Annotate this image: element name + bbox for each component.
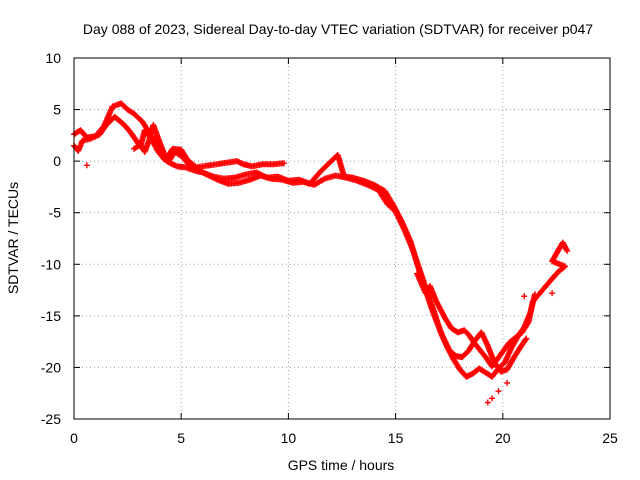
- series-isolated: [83, 162, 556, 406]
- x-tick-label: 5: [177, 430, 185, 446]
- plot-frame: [73, 57, 611, 420]
- data-point: [426, 287, 433, 294]
- y-tick-label: -15: [41, 308, 61, 324]
- data-point: [489, 395, 496, 402]
- y-axis-label: SDTVAR / TECUs: [5, 182, 21, 294]
- data-point: [521, 293, 528, 300]
- data-point: [523, 335, 530, 342]
- data-point: [281, 160, 288, 167]
- series-track-c: [131, 122, 571, 370]
- y-tick-label: 10: [45, 50, 61, 66]
- y-tick-label: -20: [41, 359, 61, 375]
- x-tick-label: 25: [602, 430, 618, 446]
- axis-ticks: [73, 57, 611, 420]
- data-point: [524, 320, 531, 327]
- series-track-b: [71, 113, 530, 375]
- data-point: [495, 388, 502, 395]
- y-tick-label: 0: [53, 153, 61, 169]
- y-tick-label: -5: [49, 205, 62, 221]
- plot-area: [71, 100, 571, 406]
- x-tick-label: 0: [70, 430, 78, 446]
- y-tick-labels: 10 5 0 -5 -10 -15 -20 -25: [41, 50, 61, 427]
- grid: [74, 58, 610, 419]
- data-point: [564, 247, 571, 254]
- data-point: [484, 399, 491, 406]
- x-tick-label: 20: [495, 430, 511, 446]
- y-tick-label: -10: [41, 256, 61, 272]
- x-axis-label: GPS time / hours: [288, 457, 395, 473]
- data-point: [549, 290, 556, 297]
- chart-title: Day 088 of 2023, Sidereal Day-to-day VTE…: [83, 21, 593, 37]
- x-tick-labels: 0 5 10 15 20 25: [70, 430, 618, 446]
- y-tick-label: -25: [41, 411, 61, 427]
- data-point: [83, 162, 90, 169]
- x-tick-label: 10: [281, 430, 297, 446]
- data-point: [522, 336, 529, 343]
- x-tick-label: 15: [388, 430, 404, 446]
- data-point: [504, 379, 511, 386]
- y-tick-label: 5: [53, 102, 61, 118]
